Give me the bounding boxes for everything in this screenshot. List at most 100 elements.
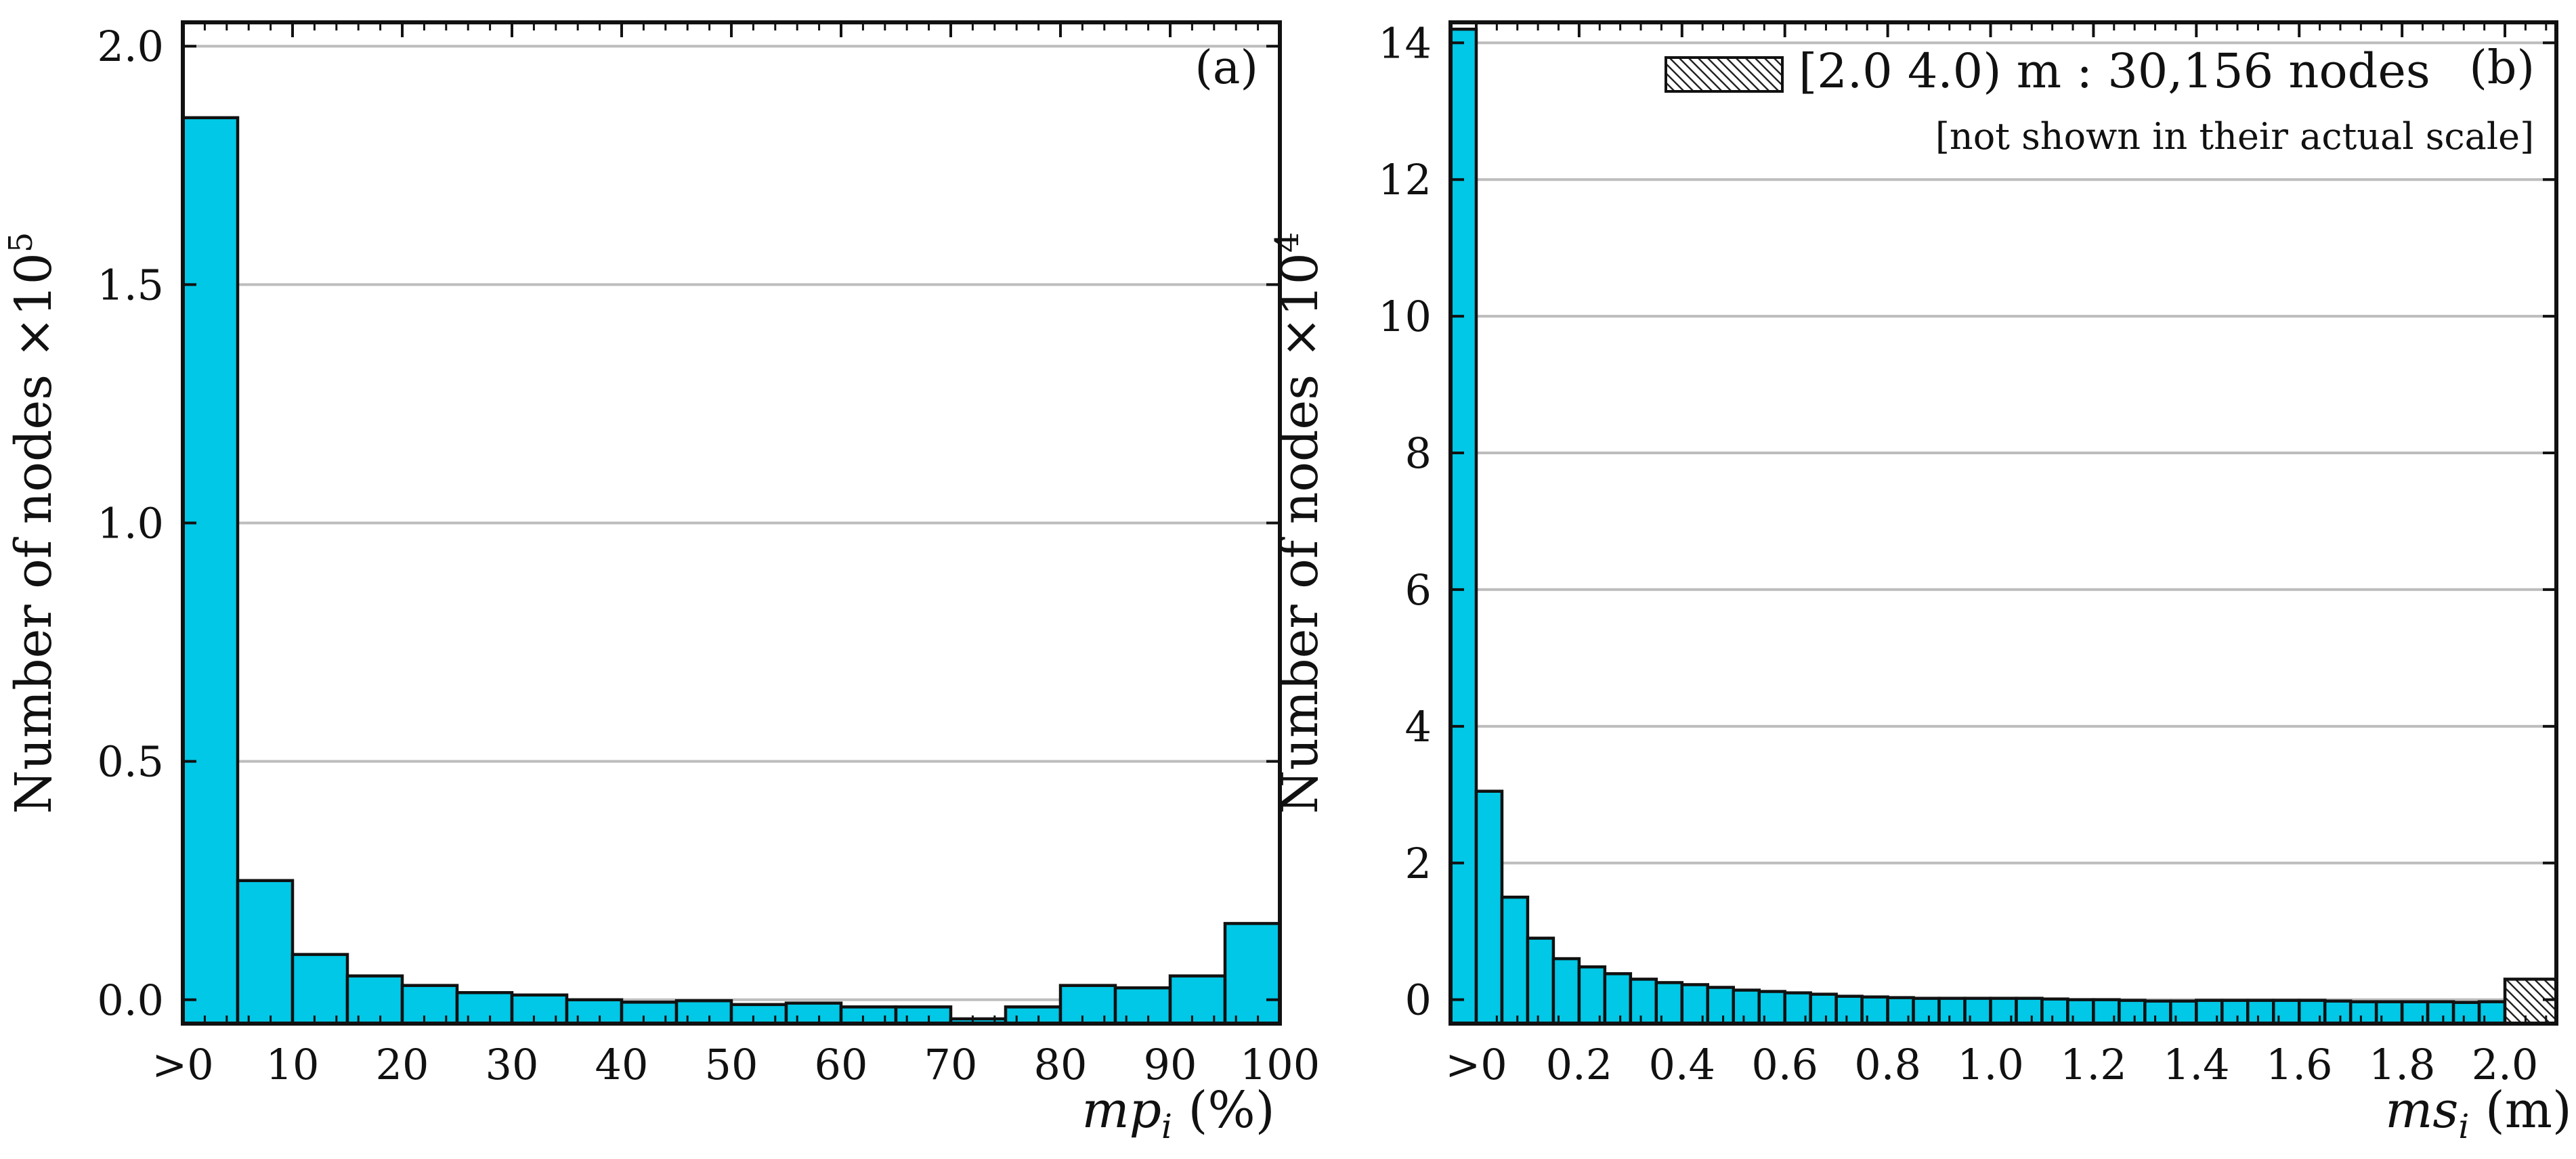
x-tick-label: 0.6	[1751, 1040, 1818, 1089]
x-axis-label: mpi (%)	[1081, 1081, 1274, 1146]
histogram-bar	[2323, 999, 2353, 1026]
histogram-bar	[1526, 936, 1555, 1026]
histogram-bar	[455, 990, 514, 1026]
histogram-bar	[2015, 997, 2044, 1026]
histogram-bar	[2374, 1000, 2404, 1026]
histogram-bar	[1963, 997, 1992, 1026]
panel-a: 0.0 0.5 1.0 1.5 2.0 >0 10 20 30 40 50 60 70 80 90 100 Nu…	[2, 20, 1320, 1146]
x-tick-label: 0.4	[1648, 1040, 1715, 1089]
hatched-bar	[2503, 978, 2558, 1026]
histogram-bar	[1860, 995, 1889, 1026]
x-axis-label: msi (m)	[2385, 1081, 2572, 1146]
histogram-bar	[400, 984, 459, 1026]
legend-label: [2.0 4.0) m : 30,156 nodes	[1799, 43, 2430, 99]
y-tick-label: 8	[1405, 429, 1432, 478]
histogram-bar	[2477, 1000, 2507, 1026]
y-tick-label: 1.0	[97, 499, 164, 548]
histogram-bar	[345, 974, 404, 1026]
x-tick-label: 100	[1240, 1040, 1320, 1089]
histogram-bar	[2195, 999, 2224, 1026]
y-tick-label: 12	[1378, 155, 1432, 204]
histogram-bar	[1004, 1005, 1062, 1026]
histogram-bar	[1809, 992, 1838, 1026]
histogram-bar	[1937, 997, 1967, 1026]
legend-note: [not shown in their actual scale]	[1935, 115, 2534, 158]
histogram-bar	[2040, 997, 2069, 1026]
histogram-bar	[1912, 997, 1941, 1026]
histogram-bar	[620, 1001, 679, 1026]
histogram-bar	[2272, 999, 2301, 1026]
y-axis-label: Number of nodes ×104	[1268, 232, 1329, 814]
y-tick-label: 2.0	[97, 22, 164, 71]
histogram-bar	[1577, 965, 1607, 1026]
x-tick-label: 50	[705, 1040, 758, 1089]
histogram-bar	[2400, 1000, 2430, 1026]
histogram-bar	[1989, 997, 2018, 1026]
histogram-bar	[1603, 972, 1633, 1026]
histogram-bar	[1500, 895, 1530, 1026]
histogram-bar	[2066, 998, 2095, 1026]
histogram-bar	[565, 998, 624, 1026]
x-tick-label: 1.2	[2060, 1040, 2127, 1089]
y-tick-label: 0.0	[97, 976, 164, 1025]
plot-frame	[1448, 20, 2558, 1026]
histogram-bar	[839, 1005, 898, 1026]
histogram-bar	[1654, 981, 1684, 1026]
x-tick-label: 1.4	[2163, 1040, 2230, 1089]
y-tick-label: 0	[1405, 976, 1432, 1025]
x-tick-label: 1.0	[1957, 1040, 2024, 1089]
x-tick-label: 0.8	[1854, 1040, 1921, 1089]
histogram-bar	[1113, 986, 1172, 1026]
histogram-bar	[1732, 988, 1761, 1026]
histogram-bar	[729, 1003, 788, 1026]
x-tick-label: >0	[1445, 1040, 1507, 1089]
x-tick-label: 90	[1144, 1040, 1197, 1089]
histogram-bar	[1680, 983, 1710, 1026]
histogram-bar	[894, 1005, 953, 1026]
x-tick-label: 80	[1034, 1040, 1088, 1089]
histogram-bar	[1168, 974, 1227, 1026]
y-tick-label: 4	[1405, 702, 1432, 751]
y-tick-label: 10	[1378, 292, 1432, 341]
y-tick-label: 6	[1405, 565, 1432, 615]
histogram-bar	[2426, 1000, 2455, 1026]
histogram-bar	[510, 993, 569, 1026]
x-tick-label: 30	[486, 1040, 539, 1089]
panel-label: (a)	[1195, 41, 1258, 95]
histogram-bar	[1757, 990, 1786, 1026]
histogram-bar	[1886, 996, 1915, 1026]
x-tick-label: 2.0	[2472, 1040, 2539, 1089]
x-tick-label: 10	[266, 1040, 320, 1089]
histogram-bar	[2169, 999, 2198, 1026]
legend-swatch	[1665, 56, 1784, 93]
histogram-bar	[1783, 991, 1812, 1026]
histogram-bar	[1551, 957, 1581, 1026]
histogram-bar	[2220, 999, 2250, 1026]
histogram-bar	[2451, 1001, 2481, 1026]
y-tick-label: 0.5	[97, 737, 164, 787]
histogram-bar	[1058, 984, 1117, 1026]
x-tick-label: >0	[152, 1040, 213, 1089]
histogram-bar	[674, 999, 733, 1026]
histogram-bar	[2246, 999, 2275, 1026]
histogram-bar	[291, 953, 349, 1026]
x-tick-label: 40	[595, 1040, 649, 1089]
x-tick-label: 20	[376, 1040, 429, 1089]
histogram-bar	[1223, 921, 1282, 1026]
panel-b: 0 2 4 6 8 10 12 14 >0 0.2 0.4 0.6 0.8 1.0 1.2 1.4 1.6 1.8…	[1268, 18, 2572, 1146]
histogram-bar	[784, 1001, 843, 1026]
x-tick-label: 0.2	[1546, 1040, 1613, 1089]
histogram-bar	[2348, 1000, 2378, 1026]
histogram-bar	[1474, 789, 1504, 1026]
y-tick-label: 1.5	[97, 260, 164, 309]
x-tick-label: 60	[815, 1040, 868, 1089]
histogram-bar	[2297, 999, 2327, 1026]
x-tick-label: 1.6	[2266, 1040, 2333, 1089]
y-tick-label: 14	[1378, 18, 1432, 68]
x-tick-label: 70	[924, 1040, 978, 1089]
histogram-bar	[2118, 999, 2147, 1026]
x-tick-label: 1.8	[2369, 1040, 2436, 1089]
histogram-bar	[2143, 999, 2172, 1026]
histogram-bar	[236, 879, 295, 1026]
histogram-bar	[1629, 978, 1658, 1026]
